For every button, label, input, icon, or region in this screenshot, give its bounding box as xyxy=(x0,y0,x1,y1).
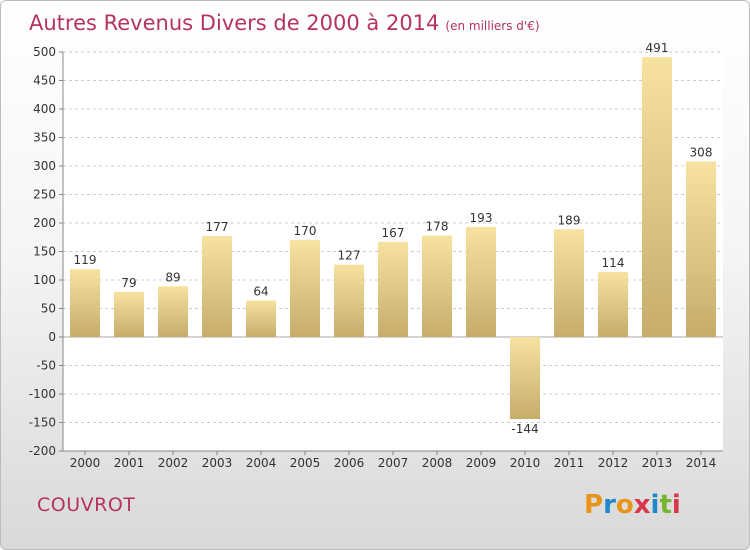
bar-2008 xyxy=(422,235,452,337)
x-tick-label-2009: 2009 xyxy=(466,456,497,470)
data-label-2014: 308 xyxy=(690,145,713,159)
x-tick-label-2010: 2010 xyxy=(510,456,541,470)
x-tick-label-2008: 2008 xyxy=(422,456,453,470)
x-tick-label-2003: 2003 xyxy=(202,456,233,470)
y-tick-label: 500 xyxy=(33,45,56,59)
x-tick-label-2013: 2013 xyxy=(642,456,673,470)
y-tick-label: 400 xyxy=(33,102,56,116)
y-tick-label: 450 xyxy=(33,74,56,88)
x-tick-label-2002: 2002 xyxy=(158,456,189,470)
logo-letter-2: r xyxy=(603,490,616,520)
bar-2009 xyxy=(466,226,496,337)
bar-2011 xyxy=(554,229,584,337)
y-tick-label: 350 xyxy=(33,131,56,145)
logo-letter-1: P xyxy=(584,490,604,520)
logo-letter-3: o xyxy=(615,490,634,520)
proxiti-logo: Proxiti xyxy=(584,490,681,520)
data-label-2012: 114 xyxy=(602,256,625,270)
y-tick-label: -100 xyxy=(29,387,56,401)
x-tick-label-2001: 2001 xyxy=(114,456,145,470)
data-label-2005: 170 xyxy=(294,224,317,238)
y-tick-label: 100 xyxy=(33,273,56,287)
x-tick-label-2007: 2007 xyxy=(378,456,409,470)
x-tick-label-2011: 2011 xyxy=(554,456,585,470)
y-tick-label: -150 xyxy=(29,416,56,430)
bar-2001 xyxy=(114,291,144,337)
data-label-2007: 167 xyxy=(382,226,405,240)
bar-2004 xyxy=(246,300,276,337)
logo-letter-4: x xyxy=(633,490,651,520)
bar-2006 xyxy=(334,264,364,337)
bar-2012 xyxy=(598,272,628,337)
bar-2010 xyxy=(510,337,540,420)
chart-title: Autres Revenus Divers de 2000 à 2014 (en … xyxy=(29,11,540,35)
data-label-2000: 119 xyxy=(74,253,97,267)
y-tick-label: -50 xyxy=(36,359,56,373)
data-label-2006: 127 xyxy=(338,249,361,263)
commune-name: COUVROT xyxy=(37,494,136,516)
bar-2007 xyxy=(378,241,408,337)
x-tick-label-2000: 2000 xyxy=(70,456,101,470)
data-label-2008: 178 xyxy=(426,220,449,234)
logo-letter-6: t xyxy=(659,490,672,520)
chart-unit: (en milliers d'€) xyxy=(445,19,540,33)
data-label-2011: 189 xyxy=(558,213,581,227)
bar-2002 xyxy=(158,286,188,337)
data-label-2010: -144 xyxy=(511,422,538,436)
data-label-2009: 193 xyxy=(470,211,493,225)
bar-2014 xyxy=(686,161,716,337)
x-tick-label-2005: 2005 xyxy=(290,456,321,470)
data-label-2001: 79 xyxy=(121,276,136,290)
bar-2005 xyxy=(290,240,320,337)
y-tick-label: 50 xyxy=(41,302,56,316)
bar-2000 xyxy=(70,269,100,337)
bar-2013 xyxy=(642,57,672,337)
data-label-2002: 89 xyxy=(165,270,180,284)
bar-2003 xyxy=(202,236,232,337)
logo-letter-5: i xyxy=(650,490,660,520)
y-tick-label: 200 xyxy=(33,216,56,230)
y-tick-label: 150 xyxy=(33,245,56,259)
x-tick-label-2006: 2006 xyxy=(334,456,365,470)
x-tick-label-2014: 2014 xyxy=(686,456,717,470)
data-label-2013: 491 xyxy=(646,41,669,55)
data-label-2003: 177 xyxy=(206,220,229,234)
data-label-2004: 64 xyxy=(253,285,268,299)
y-tick-label: 250 xyxy=(33,188,56,202)
y-tick-label: 300 xyxy=(33,159,56,173)
x-tick-label-2012: 2012 xyxy=(598,456,629,470)
y-tick-label: 0 xyxy=(48,330,56,344)
chart-title-text: Autres Revenus Divers de 2000 à 2014 xyxy=(29,11,440,35)
y-tick-label: -200 xyxy=(29,444,56,458)
x-tick-label-2004: 2004 xyxy=(246,456,277,470)
logo-letter-7: i xyxy=(671,490,681,520)
